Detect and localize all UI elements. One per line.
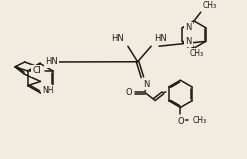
Text: O: O: [125, 88, 132, 97]
Text: HN: HN: [45, 58, 58, 66]
Text: N: N: [144, 80, 150, 89]
Text: Cl: Cl: [32, 66, 41, 76]
Text: CH₃: CH₃: [203, 1, 217, 10]
Text: CH₃: CH₃: [193, 116, 207, 125]
Text: O: O: [177, 117, 184, 126]
Text: HN: HN: [154, 34, 167, 43]
Text: HN: HN: [111, 34, 124, 43]
Text: N: N: [185, 37, 191, 46]
Text: N: N: [185, 23, 191, 32]
Text: NH: NH: [42, 86, 54, 95]
Text: CH₃: CH₃: [190, 49, 204, 58]
